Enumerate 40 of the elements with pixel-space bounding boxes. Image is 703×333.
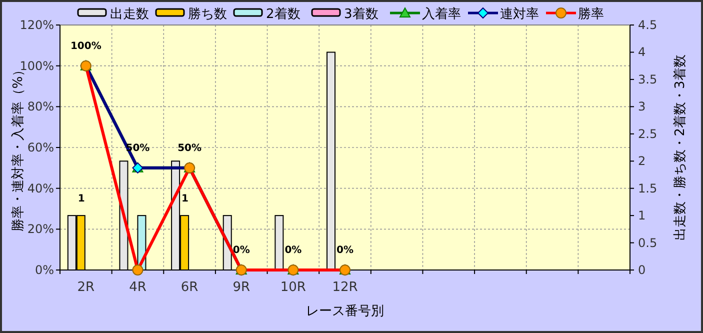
x-axis-title: レース番号別: [306, 304, 384, 319]
y2-tick-label: 1: [638, 208, 646, 223]
legend-label: 勝率: [578, 6, 604, 22]
y2-tick-label: 3.5: [638, 72, 658, 86]
y-tick-label: 40%: [27, 181, 54, 196]
y2-tick-label: 0.5: [638, 236, 658, 250]
y-tick-label: 80%: [27, 100, 54, 114]
x-tick-label: 9R: [232, 280, 250, 295]
y2-tick-label: 2: [638, 154, 646, 168]
y2-tick-label: 4: [638, 45, 646, 60]
y2-tick-label: 2.5: [638, 126, 658, 141]
data-label: 0%: [284, 245, 302, 256]
legend-label: 出走数: [110, 7, 149, 22]
bar: [274, 215, 284, 270]
y-tick-label: 120%: [20, 18, 54, 32]
legend-label: 3着数: [344, 6, 378, 22]
data-label: 1: [182, 194, 189, 205]
legend-label: 連対率: [500, 6, 539, 22]
y2-tick-label: 1.5: [638, 181, 658, 196]
x-tick-label: 4R: [129, 280, 146, 295]
y2-axis-title: 出走数・勝ち数・2着数・3着数: [672, 54, 688, 240]
y-tick-label: 60%: [27, 140, 54, 154]
y-tick-label: 20%: [27, 222, 54, 236]
data-label: 1: [78, 194, 85, 205]
legend-label: 勝ち数: [188, 7, 227, 22]
x-tick-label: 6R: [180, 280, 198, 295]
y-tick-label: 0%: [34, 263, 54, 277]
data-label: 100%: [70, 40, 102, 52]
legend-label: 2着数: [266, 6, 300, 22]
y2-tick-label: 3: [638, 100, 646, 114]
x-tick-label: 2R: [77, 280, 95, 295]
y2-tick-label: 4.5: [638, 18, 658, 32]
data-label: 0%: [336, 245, 354, 256]
x-tick-label: 10R: [280, 280, 306, 295]
y2-tick-label: 0: [638, 263, 646, 277]
data-label: 0%: [232, 245, 250, 256]
bar: [326, 52, 336, 270]
x-tick-label: 12R: [332, 280, 358, 295]
legend-label: 入着率: [422, 6, 461, 22]
data-label: 50%: [178, 142, 202, 154]
